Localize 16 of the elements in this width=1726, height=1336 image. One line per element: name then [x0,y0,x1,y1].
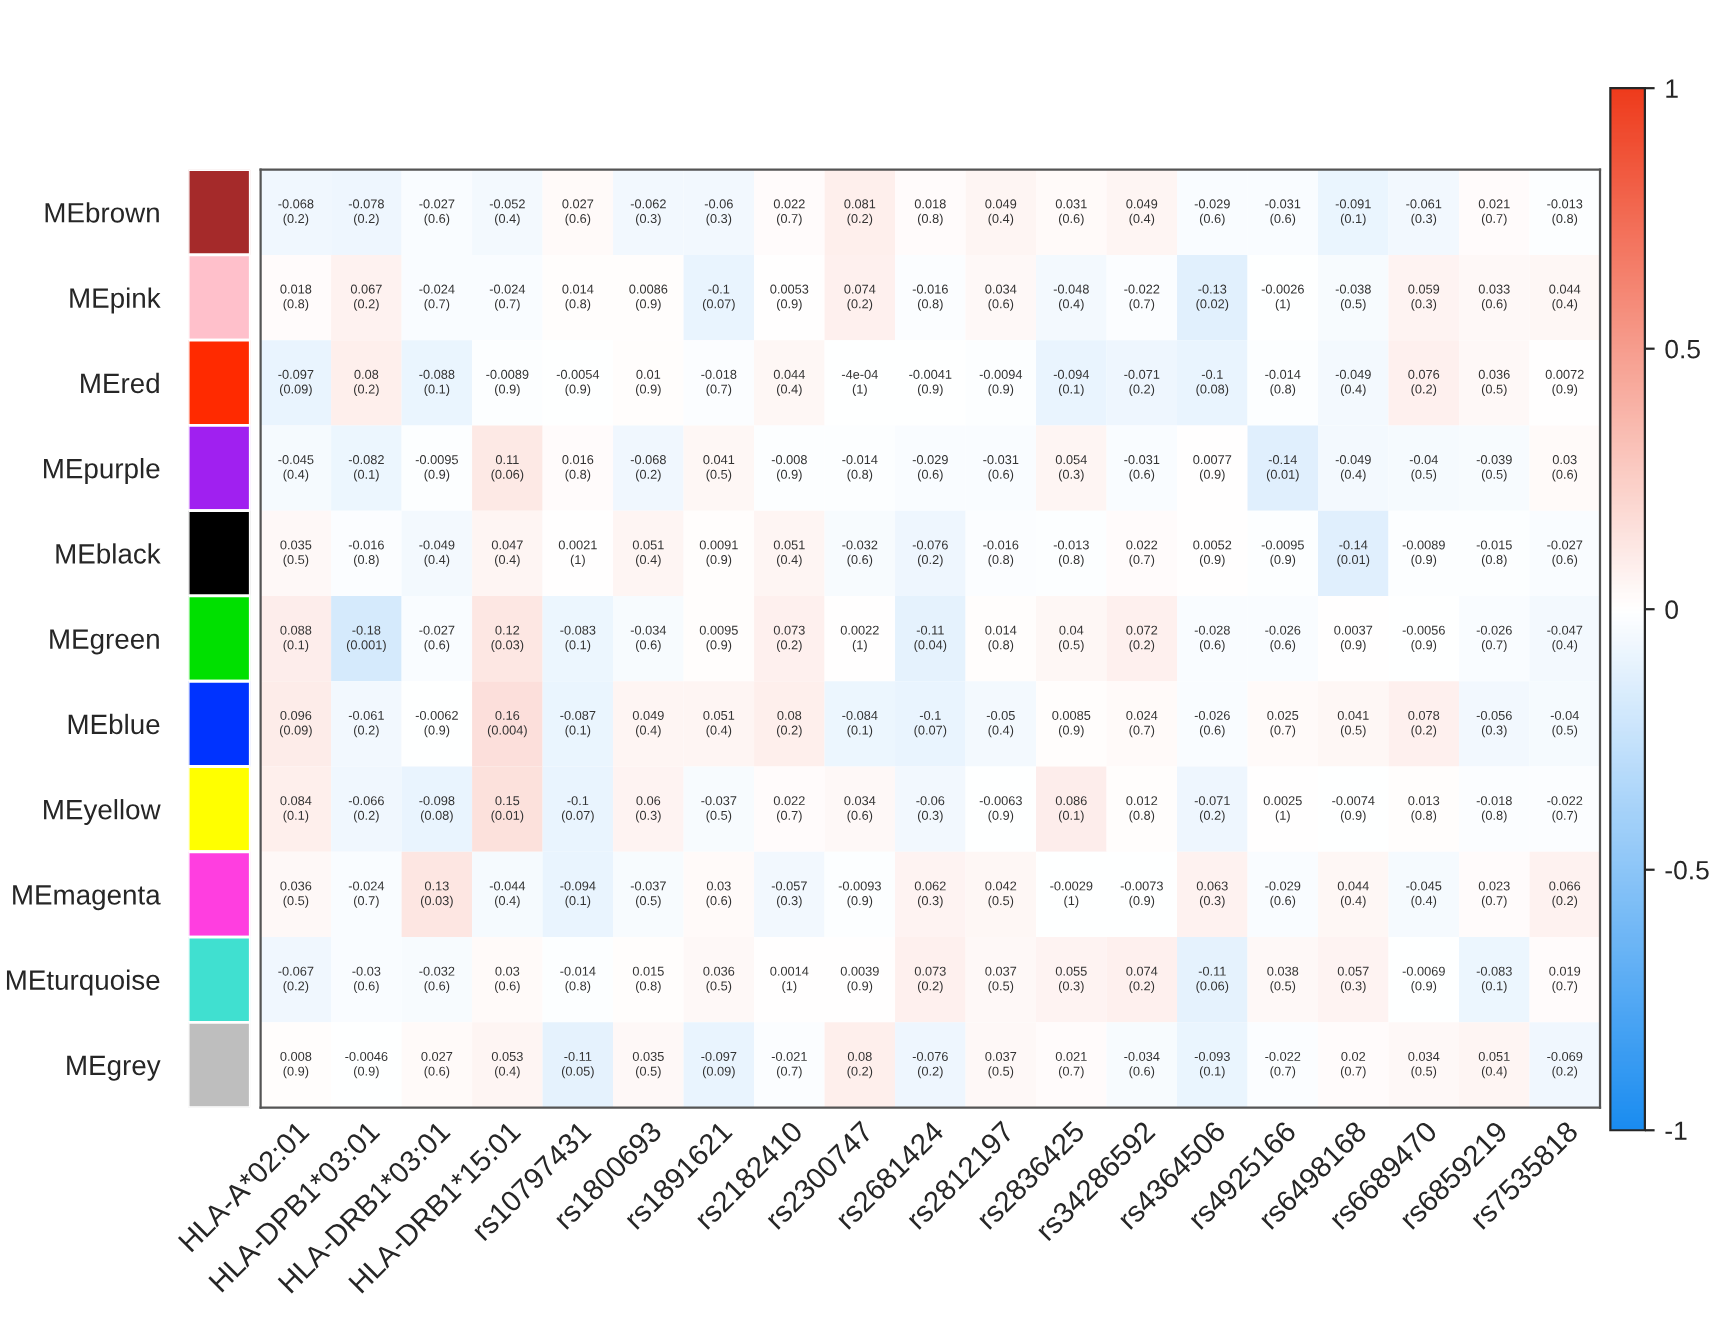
y-tick-label: MEblue [68,713,160,735]
color-bar-label: 0 [1665,600,1678,620]
y-tick-label: MEturquoise [6,969,160,996]
y-tick-label: MEpink [70,287,161,314]
y-tick-label: MEmagenta [13,885,161,911]
y-tick-label: MEblack [56,543,161,564]
y-tick-label: MEgreen [50,629,159,655]
color-bar-label: 0.5 [1665,339,1700,359]
color-bar-label: -0.5 [1665,860,1709,880]
y-tick-label: MEbrown [45,202,159,223]
y-tick-label: MEred [81,372,159,394]
y-tick-label: MEpurple [44,458,160,484]
color-bar-label: 1 [1666,79,1678,98]
color-bar-label: -1 [1665,1121,1687,1140]
y-tick-label: MEyellow [44,799,161,825]
y-tick-label: MEgrey [67,1055,161,1081]
